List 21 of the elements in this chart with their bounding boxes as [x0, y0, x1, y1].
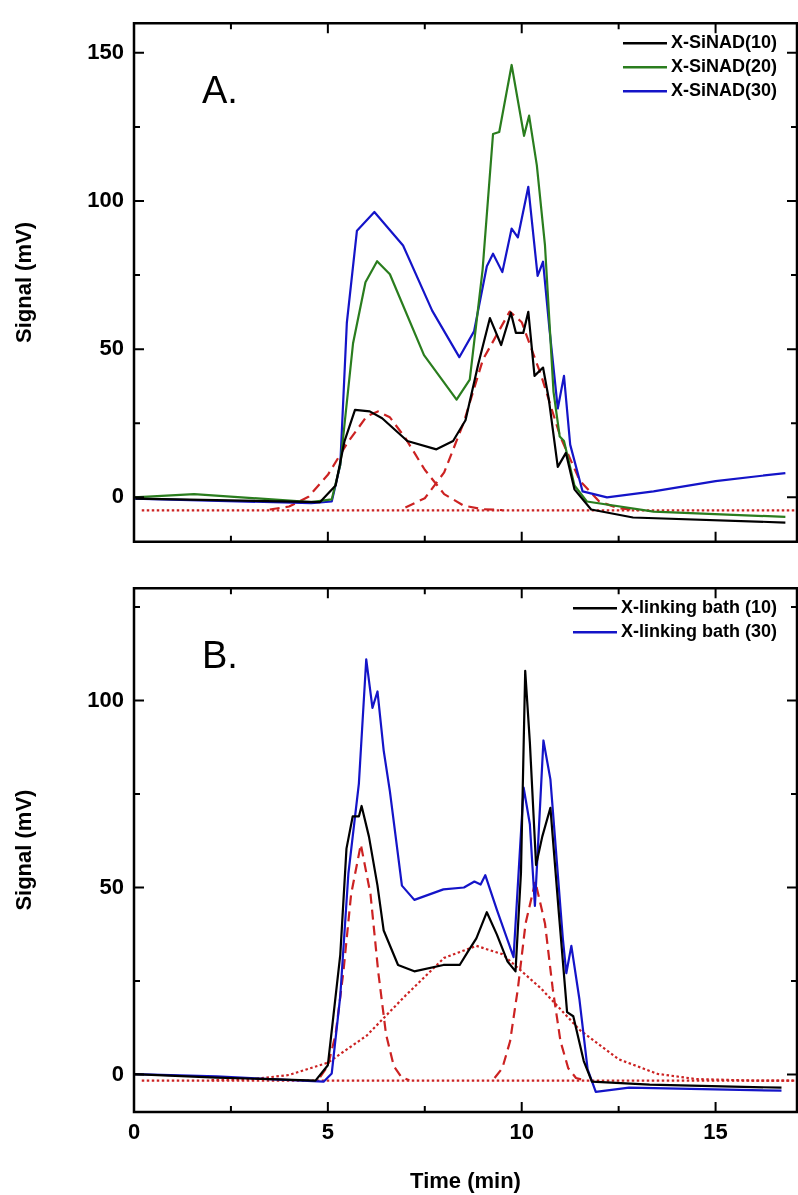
y-tick-label: 150 — [87, 38, 124, 64]
legend-label: X-SiNAD(20) — [670, 56, 778, 77]
y-tick-label: 0 — [111, 1060, 124, 1086]
y-axis-title: Signal (mV) — [11, 221, 37, 344]
y-tick-label: 0 — [111, 483, 124, 509]
x-tick-label: 0 — [127, 1119, 141, 1145]
legend-label: X-linking bath (30) — [620, 621, 778, 642]
y-axis-title: Signal (mV) — [11, 789, 37, 911]
legend-label: X-SiNAD(30) — [670, 80, 778, 101]
x-tick-label: 15 — [703, 1119, 728, 1145]
y-tick-label: 50 — [99, 873, 124, 899]
x-axis-title: Time (min) — [410, 1167, 521, 1193]
y-tick-label: 100 — [87, 686, 124, 712]
y-tick-label: 100 — [87, 187, 124, 213]
legend-label: X-SiNAD(10) — [670, 32, 778, 53]
x-tick-label: 5 — [321, 1119, 334, 1145]
legend-label: X-linking bath (10) — [620, 597, 778, 618]
annotation: B. — [202, 633, 238, 676]
y-tick-label: 50 — [99, 335, 124, 361]
x-tick-label: 10 — [509, 1119, 534, 1145]
annotation: A. — [202, 68, 238, 111]
